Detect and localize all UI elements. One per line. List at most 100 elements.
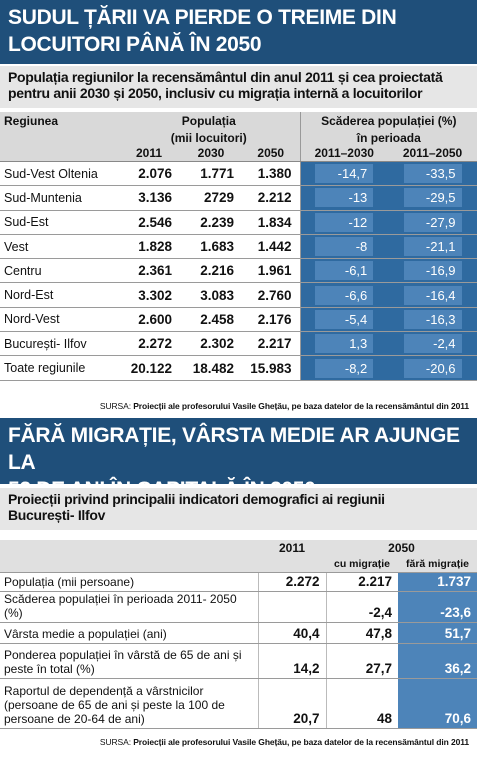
- headline-2: FĂRĂ MIGRAȚIE, VÂRSTA MEDIE AR AJUNGE LA…: [0, 418, 477, 501]
- indicator-fara-migratie: -23,6: [398, 591, 477, 623]
- subtitle-2: Proiecții privind principalii indicatori…: [0, 488, 477, 530]
- population-2011: 20.122: [118, 355, 180, 381]
- headline-1-line2: LOCUITORI PÂNĂ ÎN 2050: [8, 33, 262, 56]
- region-name: Vest: [0, 234, 118, 260]
- decline-2030: -6,1: [315, 261, 374, 281]
- population-2050: 1.442: [242, 234, 301, 260]
- population-2030: 1.683: [180, 234, 242, 260]
- indicator-label: Raportul de dependență a vârstnicilor (p…: [0, 678, 258, 729]
- col-region-header: Regiunea: [0, 112, 118, 130]
- col-2050-header: 2050: [326, 540, 477, 556]
- headline-1-line1: SUDUL ȚĂRII VA PIERDE O TREIME DIN: [8, 6, 397, 29]
- source-1-text: Proiecții ale profesorului Vasile Ghețău…: [133, 401, 469, 411]
- decline-2030: -5,4: [315, 309, 374, 329]
- indicator-cu-migratie: 2.217: [325, 572, 398, 592]
- population-2050: 2.760: [242, 282, 301, 308]
- indicator-label: Vârsta medie a populației (ani): [0, 622, 258, 644]
- decline-2050: -16,9: [403, 261, 462, 281]
- decline-2030: -8: [315, 237, 374, 257]
- population-2030: 18.482: [180, 355, 242, 381]
- region-name: Sud-Muntenia: [0, 185, 118, 211]
- region-name: București- Ilfov: [0, 331, 118, 357]
- population-2030: 2.302: [180, 331, 242, 357]
- population-2050: 1.961: [242, 258, 301, 284]
- population-2011: 2.076: [118, 161, 180, 187]
- region-row: Sud-Muntenia 3.136 2729 2.212 -13 -29,5: [0, 185, 477, 211]
- region-row: Toate regiunile 20.122 18.482 15.983 -8,2 -20…: [0, 355, 477, 381]
- indicator-cu-migratie: 47,8: [325, 622, 398, 644]
- decline-2050: -16,4: [403, 285, 462, 305]
- region-name: Sud-Est: [0, 210, 118, 235]
- decline-2030: -13: [315, 188, 374, 208]
- population-2050: 15.983: [242, 355, 301, 381]
- population-2030: 3.083: [180, 282, 242, 308]
- population-2030: 2.216: [180, 258, 242, 284]
- decline-2030: -8,2: [315, 358, 374, 378]
- source-2-text: Proiecții ale profesorului Vasile Ghețău…: [133, 737, 469, 747]
- region-name: Nord-Vest: [0, 307, 118, 333]
- indicator-2011: [257, 591, 326, 623]
- indicator-fara-migratie: 70,6: [398, 678, 477, 729]
- region-row: Nord-Est 3.302 3.083 2.760 -6,6 -16,4: [0, 282, 477, 308]
- col-year-2011: 2011: [118, 145, 180, 162]
- decline-2050: -21,1: [403, 237, 462, 257]
- indicator-label: Populația (mii persoane): [0, 572, 258, 592]
- decline-2050: -20,6: [403, 358, 462, 378]
- subtitle-2-line2: București- Ilfov: [8, 507, 106, 523]
- decline-2050: -33,5: [403, 164, 462, 184]
- indicator-row: Populația (mii persoane) 2.272 2.217 1.737: [0, 572, 477, 592]
- col-period-2050: 2011–2050: [388, 145, 477, 162]
- headline-2-line1: FĂRĂ MIGRAȚIE, VÂRSTA MEDIE AR AJUNGE LA: [8, 424, 460, 474]
- indicator-row: Vârsta medie a populației (ani) 40,4 47,8 5…: [0, 622, 477, 644]
- region-name: Centru: [0, 258, 118, 284]
- population-2011: 2.546: [118, 210, 180, 235]
- col-period-2030: 2011–2030: [299, 145, 389, 162]
- col-fara-migratie: fără migrație: [398, 556, 477, 573]
- source-note-2: SURSA: Proiecții ale profesorului Vasile…: [100, 737, 469, 747]
- region-name: Sud-Vest Oltenia: [0, 161, 118, 187]
- indicator-2011: 40,4: [257, 622, 326, 644]
- col-decline-header: Scăderea populației (%): [299, 112, 477, 130]
- col-decline-line1: Scăderea populației (%): [321, 113, 457, 128]
- indicator-row: Ponderea populației în vârstă de 65 de a…: [0, 643, 477, 679]
- indicator-fara-migratie: 51,7: [398, 622, 477, 644]
- population-2011: 2.272: [118, 331, 180, 357]
- population-2050: 2.217: [242, 331, 301, 357]
- region-row: Sud-Est 2.546 2.239 1.834 -12 -27,9: [0, 210, 477, 235]
- population-2050: 2.212: [242, 185, 301, 211]
- col-population-header: Populația: [118, 112, 301, 130]
- indicator-cu-migratie: 27,7: [325, 643, 398, 679]
- population-2050: 2.176: [242, 307, 301, 333]
- indicator-cu-migratie: 48: [325, 678, 398, 729]
- col-year-2050: 2050: [242, 145, 301, 162]
- region-row: Nord-Vest 2.600 2.458 2.176 -5,4 -16,3: [0, 307, 477, 333]
- region-row: București- Ilfov 2.272 2.302 2.217 1,3 -2,4: [0, 331, 477, 357]
- indicators-table: 2011 2050 cu migrație fără migrație Popu…: [0, 540, 477, 729]
- decline-2030: -14,7: [315, 164, 374, 184]
- decline-2050: -27,9: [403, 212, 462, 232]
- population-table: Regiunea Populația Scăderea populației (…: [0, 112, 477, 381]
- population-2011: 2.361: [118, 258, 180, 284]
- decline-2050: -29,5: [403, 188, 462, 208]
- indicator-2011: 14,2: [257, 643, 326, 679]
- decline-2050: -2,4: [403, 334, 462, 354]
- source-note-1: SURSA: Proiecții ale profesorului Vasile…: [100, 401, 469, 411]
- col-2011-header: 2011: [258, 540, 326, 556]
- source-2-prefix: SURSA:: [99, 737, 134, 747]
- population-2030: 1.771: [180, 161, 242, 187]
- decline-2050: -16,3: [403, 309, 462, 329]
- indicator-2011: 20,7: [257, 678, 326, 729]
- population-2011: 3.136: [118, 185, 180, 211]
- indicator-row: Raportul de dependență a vârstnicilor (p…: [0, 678, 477, 729]
- region-name: Nord-Est: [0, 282, 118, 308]
- population-2030: 2729: [180, 185, 242, 211]
- population-2030: 2.458: [180, 307, 242, 333]
- indicator-cu-migratie: -2,4: [325, 591, 398, 623]
- indicator-label: Ponderea populației în vârstă de 65 de a…: [0, 643, 258, 679]
- indicator-2011: 2.272: [257, 572, 326, 592]
- decline-2030: -6,6: [315, 285, 374, 305]
- population-table-body: Sud-Vest Oltenia 2.076 1.771 1.380 -14,7 -33,…: [0, 161, 477, 381]
- population-2030: 2.239: [180, 210, 242, 235]
- headline-1: SUDUL ȚĂRII VA PIERDE O TREIME DIN LOCUI…: [0, 0, 477, 64]
